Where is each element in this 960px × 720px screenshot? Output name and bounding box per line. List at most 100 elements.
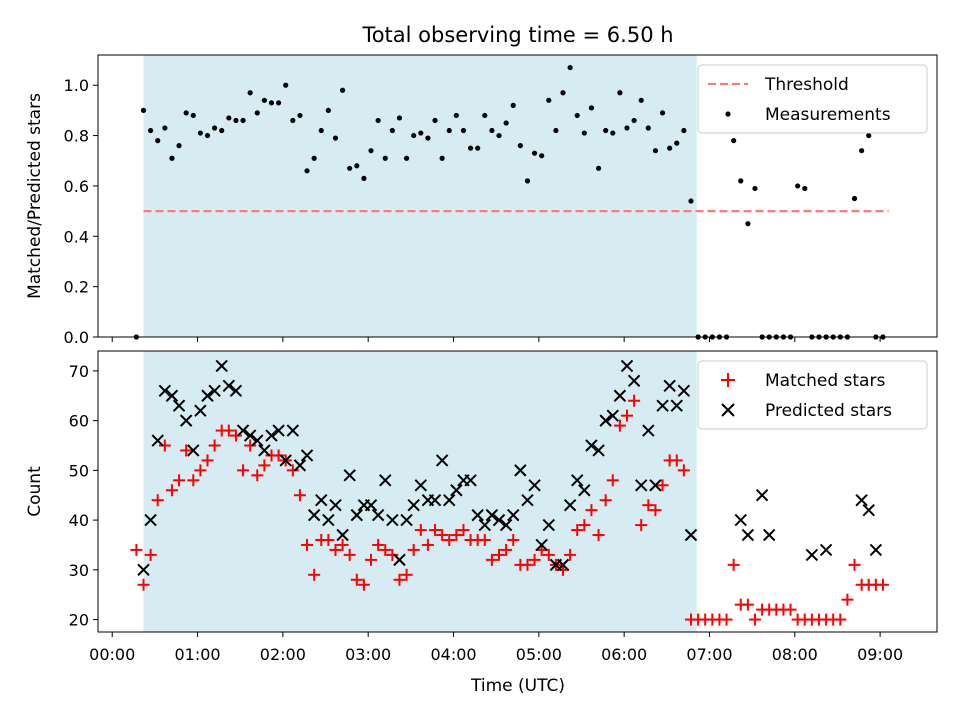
matched-stars-point [173, 474, 186, 487]
x-tick-label-5: 05:00 [516, 645, 562, 664]
matched-stars-point [222, 424, 235, 437]
x-tick-label-3: 03:00 [345, 645, 391, 664]
matched-stars-point [151, 494, 164, 507]
x-tick-label-9: 09:00 [857, 645, 903, 664]
matched-stars-point [308, 568, 321, 581]
predicted-stars-point [649, 479, 662, 492]
chart-title: Total observing time = 6.50 h [361, 23, 673, 47]
predicted-stars-point [279, 454, 292, 467]
measurements-point [851, 195, 858, 202]
matched-stars-point [670, 454, 683, 467]
measurements-point [403, 155, 410, 161]
matched-stars-point [429, 524, 442, 537]
predicted-stars-point [656, 399, 669, 412]
predicted-stars-point [499, 518, 513, 532]
measurements-point [439, 155, 445, 161]
matched-stars-point [272, 449, 285, 462]
measurements-point [859, 148, 865, 154]
matched-stars-point [450, 529, 463, 542]
matched-stars-point [642, 499, 655, 512]
predicted-stars-point [243, 429, 257, 442]
predicted-stars-point [272, 424, 285, 437]
matched-stars-point [187, 474, 200, 487]
y-tick-label-1-5: 70 [69, 362, 89, 381]
matched-stars-point [350, 573, 363, 586]
measurements-point [795, 183, 801, 189]
measurements-point [212, 125, 218, 131]
matched-stars-point [656, 479, 669, 492]
measurements-point [318, 127, 324, 134]
top-plot-frame [97, 54, 938, 338]
matched-stars-point [365, 553, 378, 566]
measurements-point [140, 107, 147, 113]
measurements-point [560, 90, 566, 96]
measurements-point [595, 165, 602, 171]
matched-stars-point [599, 494, 612, 507]
matched-stars-point [620, 409, 633, 422]
top-y-axis-label: Matched/Predicted stars [25, 93, 45, 299]
measurements-point [638, 97, 644, 103]
matched-stars-point [876, 578, 889, 591]
measurements-point [389, 127, 395, 134]
predicted-stars-point [386, 513, 399, 527]
predicted-stars-point [464, 474, 477, 487]
measurements-point [553, 127, 559, 134]
matched-stars-point [336, 538, 349, 551]
measurements-point [411, 132, 417, 139]
measurements-point [233, 117, 239, 124]
predicted-stars-point [670, 399, 683, 412]
predicted-stars-point [862, 503, 875, 517]
predicted-stars-point [393, 553, 406, 567]
measurements-point [432, 117, 438, 124]
predicted-stars-point [663, 379, 676, 393]
predicted-stars-point [322, 513, 335, 527]
predicted-stars-point [450, 484, 463, 497]
measurements-point [375, 117, 381, 124]
matched-stars-point [606, 474, 619, 487]
legend-predicted-label: Predicted stars [765, 401, 892, 421]
predicted-stars-point [642, 424, 655, 437]
measurements-point [460, 127, 467, 134]
y-tick-label-0-4: 0.8 [64, 127, 89, 146]
predicted-stars-point [435, 454, 449, 467]
matched-stars-point [542, 548, 555, 561]
y-tick-label-1-2: 40 [69, 511, 89, 530]
predicted-stars-point [869, 543, 883, 557]
measurements-point [361, 175, 367, 181]
predicted-stars-point [194, 404, 207, 417]
legend-threshold-label: Threshold [764, 75, 849, 95]
predicted-stars-point [514, 464, 527, 477]
measurements-point [531, 150, 538, 156]
measurements-point [503, 120, 509, 126]
matched-stars-point [564, 548, 577, 561]
measurements-point [347, 165, 353, 171]
y-tick-label-0-2: 0.4 [64, 227, 89, 246]
measurements-point [745, 221, 751, 227]
measurements-point [510, 102, 516, 108]
matched-stars-point [301, 538, 314, 551]
x-tick-label-1: 01:00 [174, 645, 220, 664]
legend-measurements-swatch [725, 111, 731, 117]
predicted-stars-point [407, 498, 420, 512]
predicted-stars-point [855, 493, 868, 507]
legend-matched-label: Matched stars [765, 371, 885, 391]
measurements-point [588, 105, 595, 111]
y-tick-label-1-4: 60 [69, 412, 89, 431]
matched-stars-point [493, 548, 506, 561]
y-tick-label-1-1: 30 [69, 561, 89, 580]
predicted-stars-point [734, 513, 747, 527]
matched-stars-point [229, 429, 242, 442]
observing-span-bottom [143, 351, 697, 632]
measurements-point [339, 87, 346, 93]
measurements-point [311, 155, 317, 161]
matched-stars-point [571, 524, 584, 537]
predicted-stars-point [400, 513, 413, 527]
matched-stars-point [741, 598, 754, 611]
x-tick-label-8: 08:00 [772, 645, 818, 664]
predicted-stars-point [315, 493, 328, 507]
predicted-stars-point [307, 508, 321, 522]
x-tick-label-7: 07:00 [686, 645, 732, 664]
predicted-stars-point [571, 474, 584, 487]
measurements-point [261, 97, 267, 103]
predicted-stars-point [428, 493, 442, 507]
